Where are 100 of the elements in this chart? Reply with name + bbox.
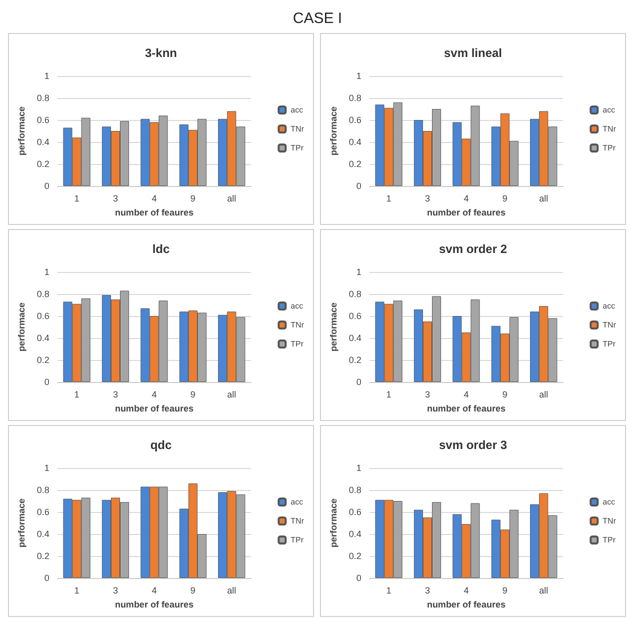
y-tick-label: 0 (44, 181, 50, 191)
x-tick-label: 3 (112, 194, 118, 204)
x-axis-title: number of feaures (114, 599, 194, 610)
y-tick-label: 0.2 (348, 159, 362, 169)
legend-label: TPr (602, 536, 616, 544)
y-tick-label: 0 (356, 377, 362, 387)
x-tick-label: all (539, 586, 548, 596)
y-tick-label: 0.4 (36, 137, 50, 147)
legend-label: TPr (602, 340, 616, 348)
y-tick-label: 0 (356, 181, 362, 191)
chart-title: svm order 2 (438, 242, 508, 256)
y-axis-title: performace (16, 498, 26, 548)
chart-title: 3-knn (144, 46, 178, 60)
legend-label: acc (602, 498, 616, 506)
y-tick-label: 1 (356, 71, 362, 81)
y-tick-label: 0.6 (36, 311, 50, 321)
y-tick-label: 0.2 (36, 551, 50, 561)
y-tick-label: 0.4 (348, 333, 362, 343)
y-tick-label: 0.2 (36, 159, 50, 169)
x-tick-label: 4 (464, 586, 469, 596)
y-tick-label: 0.8 (36, 485, 50, 495)
y-axis-title: performace (16, 302, 26, 352)
y-tick-label: 1 (356, 463, 362, 473)
x-tick-label: 9 (190, 194, 196, 204)
x-axis-title: number of feaures (426, 403, 506, 414)
x-tick-label: 3 (424, 390, 430, 400)
x-tick-label: all (539, 194, 548, 204)
y-tick-label: 0.6 (348, 311, 362, 321)
x-tick-label: 4 (152, 586, 157, 596)
y-tick-label: 0.8 (36, 289, 50, 299)
legend-label: acc (290, 106, 304, 114)
y-tick-label: 0.6 (36, 115, 50, 125)
x-tick-label: 1 (386, 390, 392, 400)
x-tick-label: 9 (502, 390, 508, 400)
y-tick-label: 0.2 (348, 355, 362, 365)
legend-label: TPr (290, 536, 304, 544)
y-tick-label: 0 (44, 573, 50, 583)
x-axis-title: number of feaures (114, 403, 194, 414)
legend-label: TPr (290, 144, 304, 152)
x-axis-title: number of feaures (114, 207, 194, 218)
x-tick-label: 1 (386, 194, 392, 204)
y-tick-label: 0.4 (36, 333, 50, 343)
legend-label: TNr (602, 320, 616, 330)
legend-label: TNr (602, 124, 616, 134)
x-tick-label: 3 (424, 586, 430, 596)
y-tick-label: 0.2 (36, 355, 50, 365)
y-tick-label: 0.8 (348, 485, 362, 495)
x-tick-label: 4 (464, 390, 469, 400)
y-tick-label: 0.4 (348, 137, 362, 147)
x-tick-label: 9 (190, 390, 196, 400)
x-tick-label: 4 (152, 194, 157, 204)
y-tick-label: 0 (44, 377, 50, 387)
legend-label: acc (602, 106, 616, 114)
y-axis-title: performace (16, 106, 26, 156)
x-tick-label: 4 (152, 390, 157, 400)
x-tick-label: 1 (74, 586, 80, 596)
x-tick-label: 9 (502, 586, 508, 596)
x-tick-label: 9 (502, 194, 508, 204)
x-tick-label: 3 (112, 586, 118, 596)
y-tick-label: 1 (44, 71, 50, 81)
y-tick-label: 0.6 (348, 507, 362, 517)
x-tick-label: all (227, 390, 236, 400)
x-tick-label: 1 (74, 390, 80, 400)
y-tick-label: 0.6 (36, 507, 50, 517)
y-axis-title: performace (328, 498, 338, 548)
x-tick-label: 9 (190, 586, 196, 596)
y-tick-label: 0.8 (36, 93, 50, 103)
y-tick-label: 0 (356, 573, 362, 583)
y-tick-label: 0.8 (348, 289, 362, 299)
x-tick-label: 3 (112, 390, 118, 400)
y-axis-title: performace (328, 302, 338, 352)
x-tick-label: 1 (74, 194, 80, 204)
y-tick-label: 0.8 (348, 93, 362, 103)
x-tick-label: all (227, 586, 236, 596)
x-tick-label: 3 (424, 194, 430, 204)
legend-label: TNr (290, 516, 304, 526)
legend-label: TNr (290, 124, 304, 134)
y-tick-label: 1 (44, 267, 50, 277)
chart-title: ldc (152, 242, 170, 256)
x-tick-label: all (539, 390, 548, 400)
y-tick-label: 0.2 (348, 551, 362, 561)
y-tick-label: 1 (356, 267, 362, 277)
y-tick-label: 1 (44, 463, 50, 473)
x-tick-label: 4 (464, 194, 469, 204)
chart-title: svm lineal (444, 46, 502, 60)
chart-title: svm order 3 (438, 438, 508, 452)
legend-label: TNr (602, 516, 616, 526)
legend-label: TPr (602, 144, 616, 152)
y-tick-label: 0.4 (348, 529, 362, 539)
x-axis-title: number of feaures (426, 599, 506, 610)
y-tick-label: 0.6 (348, 115, 362, 125)
x-axis-title: number of feaures (426, 207, 506, 218)
x-tick-label: 1 (386, 586, 392, 596)
text: CASE I (292, 9, 344, 29)
chart-title: qdc (150, 438, 172, 452)
legend-label: acc (602, 302, 616, 310)
x-tick-label: all (227, 194, 236, 204)
y-axis-title: performace (328, 106, 338, 156)
legend-label: acc (290, 302, 304, 310)
legend-label: TPr (290, 340, 304, 348)
